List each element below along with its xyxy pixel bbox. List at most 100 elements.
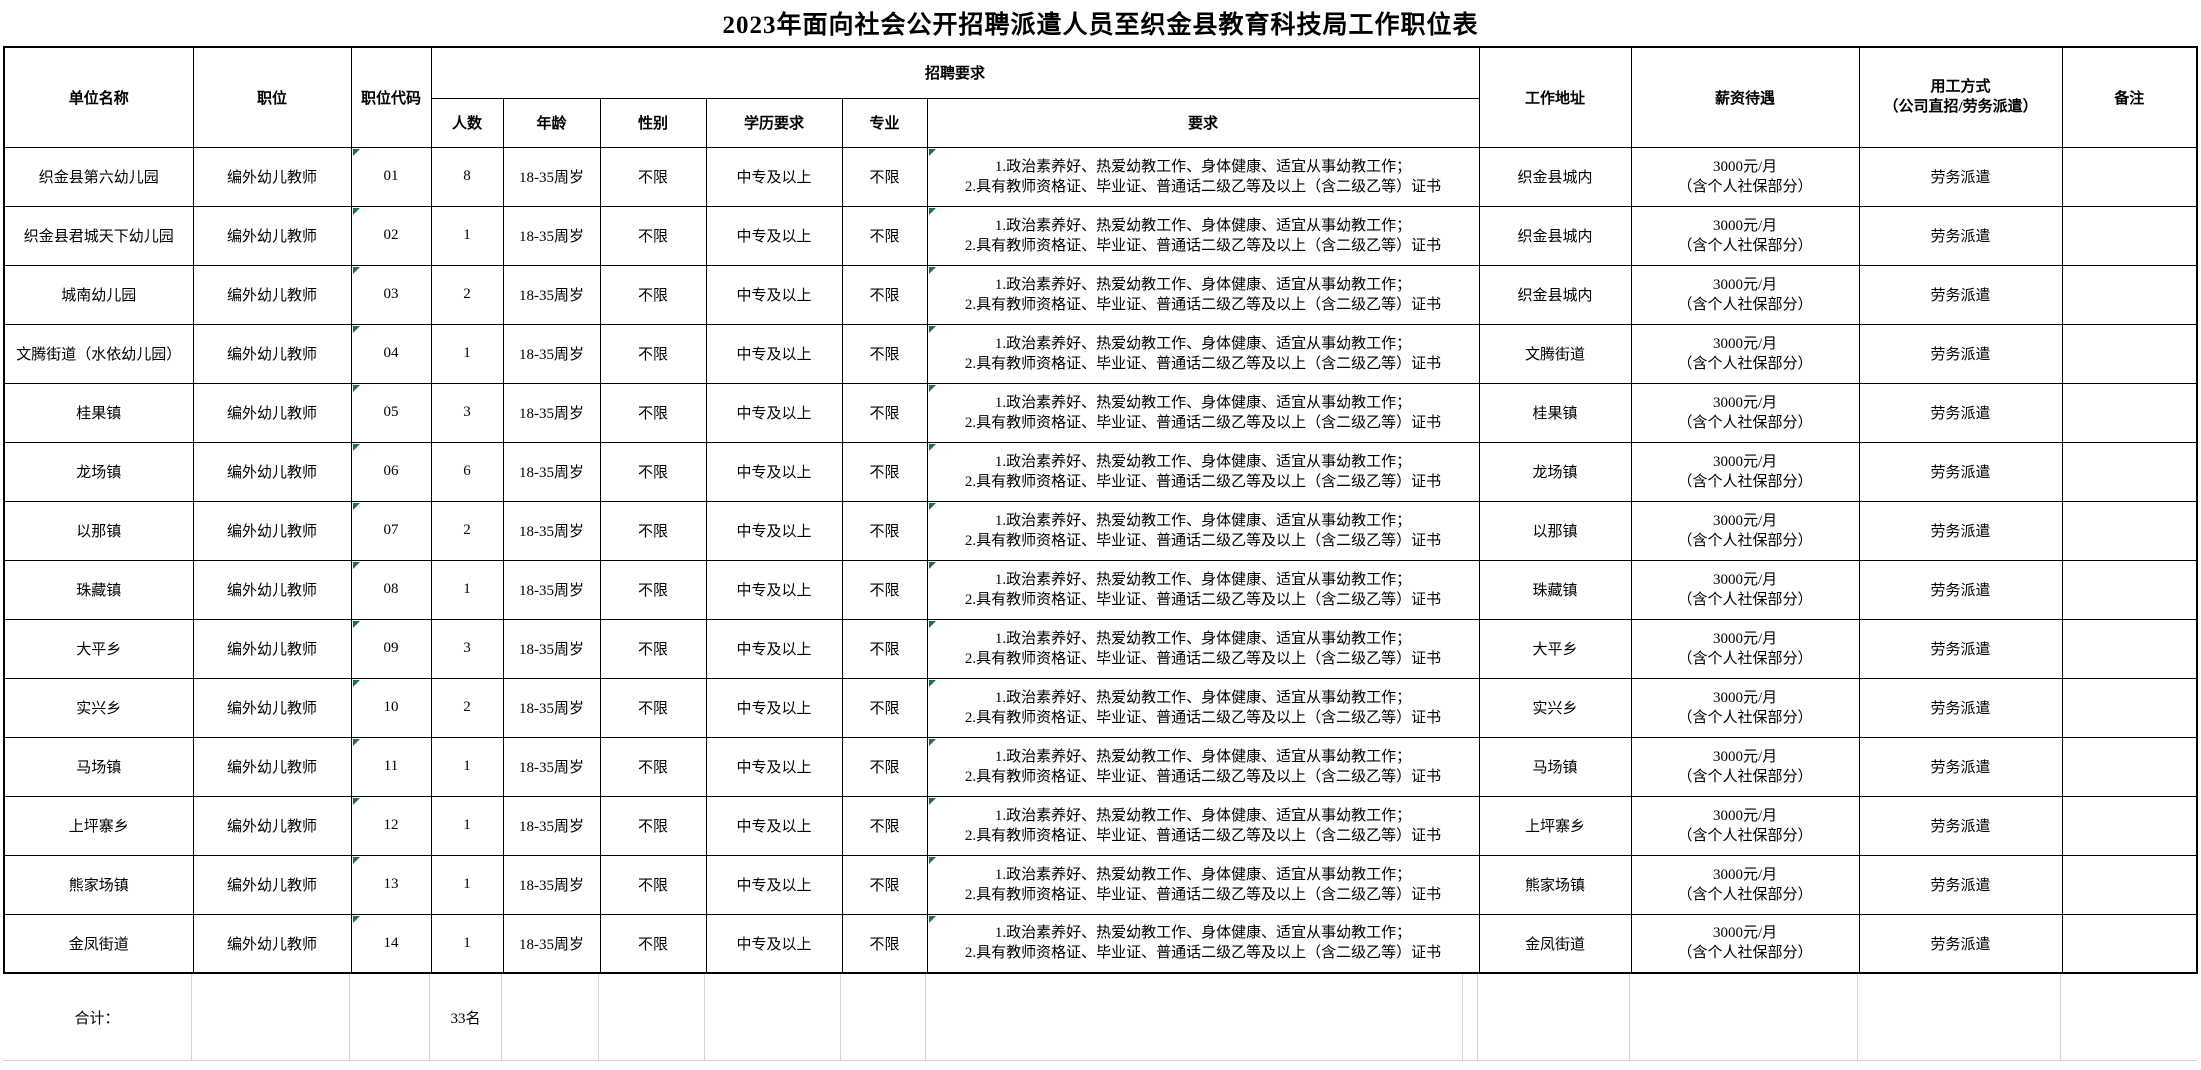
cell-major: 不限 [841,205,928,266]
cell-education: 中专及以上 [705,736,843,797]
cell-code-value: 04 [383,345,399,361]
cell-major: 不限 [841,323,928,384]
cell-code-value: 12 [383,817,399,833]
cell-age: 18-35周岁 [502,205,601,266]
salary-line2: （含个人社保部分） [1677,650,1813,667]
cell-gender: 不限 [599,323,707,384]
total-empty-cell [2061,974,2196,1060]
cell-education: 中专及以上 [705,146,843,207]
cell-education: 中专及以上 [705,264,843,325]
table-row: 桂果镇 编外幼儿教师 05 3 18-35周岁 不限 中专及以上 不限 1.政治… [3,382,2198,443]
cell-position: 编外幼儿教师 [192,913,352,974]
total-empty-cell [926,974,1463,1060]
cell-employment: 劳务派遣 [1858,854,2063,915]
cell-major: 不限 [841,795,928,856]
cell-remark [2061,854,2198,915]
table-row: 实兴乡 编外幼儿教师 10 2 18-35周岁 不限 中专及以上 不限 1.政治… [3,677,2198,738]
excel-error-triangle-icon [928,502,936,510]
cell-requirement: 1.政治素养好、热爱幼教工作、身体健康、适宜从事幼教工作； 2.具有教师资格证、… [926,441,1480,502]
requirement-line1: 1.政治素养好、热爱幼教工作、身体健康、适宜从事幼教工作； [994,866,1412,883]
header-recruit-group: 招聘要求 [430,46,1480,99]
cell-remark [2061,559,2198,620]
excel-error-triangle-icon [352,679,360,687]
cell-gender: 不限 [599,618,707,679]
cell-position: 编外幼儿教师 [192,736,352,797]
cell-age: 18-35周岁 [502,146,601,207]
cell-education: 中专及以上 [705,677,843,738]
requirement-line1: 1.政治素养好、热爱幼教工作、身体健康、适宜从事幼教工作； [994,748,1412,765]
cell-gender: 不限 [599,795,707,856]
requirement-line2: 2.具有教师资格证、毕业证、普通话二级乙等及以上（含二级乙等）证书 [964,768,1442,785]
cell-requirement: 1.政治素养好、热爱幼教工作、身体健康、适宜从事幼教工作； 2.具有教师资格证、… [926,677,1480,738]
cell-age: 18-35周岁 [502,441,601,502]
excel-error-triangle-icon [928,207,936,215]
salary-line2: （含个人社保部分） [1677,532,1813,549]
requirement-line2: 2.具有教师资格证、毕业证、普通话二级乙等及以上（含二级乙等）证书 [964,650,1442,667]
cell-requirement: 1.政治素养好、热爱幼教工作、身体健康、适宜从事幼教工作； 2.具有教师资格证、… [926,323,1480,384]
cell-remark [2061,323,2198,384]
table-row: 上坪寨乡 编外幼儿教师 12 1 18-35周岁 不限 中专及以上 不限 1.政… [3,795,2198,856]
requirement-line1: 1.政治素养好、热爱幼教工作、身体健康、适宜从事幼教工作； [994,630,1412,647]
cell-address: 以那镇 [1478,500,1632,561]
table-row: 文腾街道（水依幼儿园） 编外幼儿教师 04 1 18-35周岁 不限 中专及以上… [3,323,2198,384]
requirement-line1: 1.政治素养好、热爱幼教工作、身体健康、适宜从事幼教工作； [994,453,1412,470]
cell-count: 1 [430,559,504,620]
table-row: 珠藏镇 编外幼儿教师 08 1 18-35周岁 不限 中专及以上 不限 1.政治… [3,559,2198,620]
cell-employment: 劳务派遣 [1858,559,2063,620]
header-remark: 备注 [2061,46,2198,148]
header-code: 职位代码 [350,46,432,148]
excel-error-triangle-icon [928,620,936,628]
cell-remark [2061,441,2198,502]
requirement-line1: 1.政治素养好、热爱幼教工作、身体健康、适宜从事幼教工作； [994,394,1412,411]
salary-line1: 3000元/月 [1712,925,1778,942]
cell-education: 中专及以上 [705,205,843,266]
table-header: 单位名称 职位 职位代码 招聘要求 工作地址 薪资待遇 用工方式 （公司直招/劳… [3,46,2198,148]
excel-error-triangle-icon [928,915,936,923]
cell-requirement: 1.政治素养好、热爱幼教工作、身体健康、适宜从事幼教工作； 2.具有教师资格证、… [926,382,1480,443]
cell-position: 编外幼儿教师 [192,854,352,915]
cell-code: 06 [350,441,432,502]
excel-error-triangle-icon [928,738,936,746]
requirement-line2: 2.具有教师资格证、毕业证、普通话二级乙等及以上（含二级乙等）证书 [964,591,1442,608]
cell-code-value: 10 [383,699,399,715]
excel-error-triangle-icon [928,325,936,333]
cell-major: 不限 [841,618,928,679]
salary-line1: 3000元/月 [1712,571,1778,588]
total-empty-cell [502,974,599,1060]
page-title-bar: 2023年面向社会公开招聘派遣人员至织金县教育科技局工作职位表 [0,0,2201,46]
cell-age: 18-35周岁 [502,382,601,443]
cell-address: 桂果镇 [1478,382,1632,443]
cell-age: 18-35周岁 [502,618,601,679]
cell-major: 不限 [841,677,928,738]
cell-major: 不限 [841,736,928,797]
cell-code-value: 07 [383,522,399,538]
cell-remark [2061,500,2198,561]
cell-remark [2061,146,2198,207]
cell-requirement: 1.政治素养好、热爱幼教工作、身体健康、适宜从事幼教工作； 2.具有教师资格证、… [926,264,1480,325]
cell-code-value: 05 [383,404,399,420]
cell-address: 金凤街道 [1478,913,1632,974]
requirement-line1: 1.政治素养好、热爱幼教工作、身体健康、适宜从事幼教工作； [994,925,1412,942]
requirement-line2: 2.具有教师资格证、毕业证、普通话二级乙等及以上（含二级乙等）证书 [964,709,1442,726]
table-row: 金凤街道 编外幼儿教师 14 1 18-35周岁 不限 中专及以上 不限 1.政… [3,913,2198,974]
salary-line2: （含个人社保部分） [1677,296,1813,313]
cell-code-value: 01 [383,168,399,184]
cell-age: 18-35周岁 [502,323,601,384]
cell-unit: 织金县第六幼儿园 [3,146,194,207]
cell-unit: 文腾街道（水依幼儿园） [3,323,194,384]
salary-line2: （含个人社保部分） [1677,827,1813,844]
cell-major: 不限 [841,559,928,620]
cell-count: 1 [430,854,504,915]
cell-address: 珠藏镇 [1478,559,1632,620]
table-body: 织金县第六幼儿园 编外幼儿教师 01 8 18-35周岁 不限 中专及以上 不限… [3,146,2198,974]
cell-gender: 不限 [599,913,707,974]
cell-education: 中专及以上 [705,559,843,620]
cell-gender: 不限 [599,264,707,325]
header-count: 人数 [430,97,504,148]
table-row: 马场镇 编外幼儿教师 11 1 18-35周岁 不限 中专及以上 不限 1.政治… [3,736,2198,797]
cell-salary: 3000元/月 （含个人社保部分） [1630,264,1860,325]
cell-unit: 熊家场镇 [3,854,194,915]
cell-unit: 大平乡 [3,618,194,679]
cell-unit: 实兴乡 [3,677,194,738]
cell-major: 不限 [841,264,928,325]
